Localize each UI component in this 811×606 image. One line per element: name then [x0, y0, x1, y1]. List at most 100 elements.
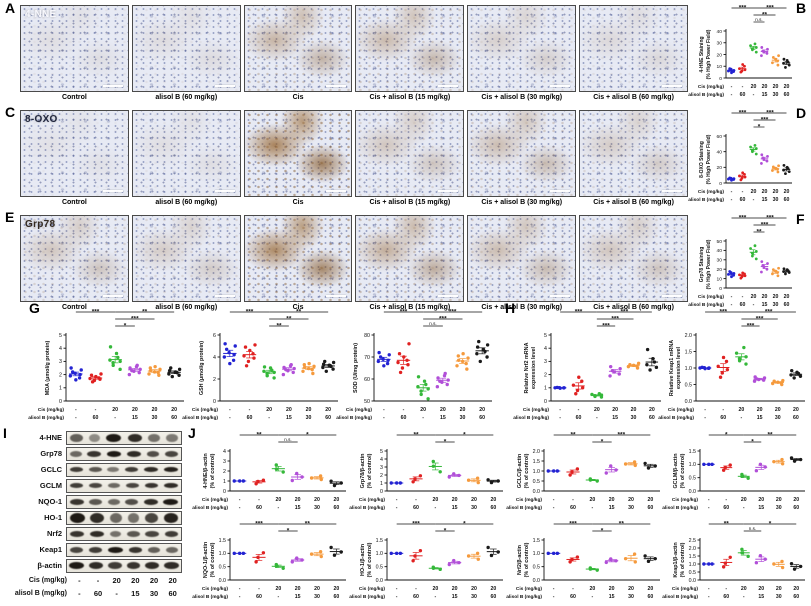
staining-overlay [244, 6, 352, 91]
dose-value: - [78, 575, 81, 585]
blot-band [107, 483, 120, 488]
svg-text:60: 60 [717, 134, 723, 140]
svg-text:expression level: expression level [531, 347, 537, 389]
svg-text:60: 60 [740, 197, 746, 203]
svg-text:30: 30 [773, 92, 779, 98]
svg-text:**: ** [413, 432, 419, 439]
histology-image-cell: Cis + alisol B (60 mg/kg) [579, 5, 688, 105]
svg-text:-: - [239, 497, 241, 503]
svg-text:*: * [751, 439, 754, 446]
column-caption: Control [61, 304, 87, 311]
svg-text:30: 30 [314, 594, 320, 600]
svg-text:-: - [383, 407, 385, 413]
svg-text:15: 15 [758, 594, 764, 600]
svg-text:20: 20 [741, 497, 747, 503]
tissue-micrograph [467, 5, 577, 92]
svg-text:***: *** [766, 215, 774, 222]
svg-text:20: 20 [152, 407, 158, 413]
scatter-plot-8oxo-staining: 0 20 40 60 8-OXO Staining (% High Power Field… [688, 107, 796, 208]
blot-band [163, 467, 179, 472]
scale-bar [214, 295, 235, 297]
tissue-micrograph [355, 110, 465, 197]
staining-overlay [132, 111, 240, 196]
scatter-plot-grp78-staining: 0 10 20 30 40 50 Grp78 Staining (% High Power F… [688, 212, 796, 313]
blot-band [106, 450, 122, 457]
svg-text:0: 0 [59, 399, 62, 405]
scatter-plot-keap1-mrna: 0.0 0.5 1.0 1.5 2.0 Relative Keap1 mRNA expres… [658, 306, 809, 426]
svg-text:5: 5 [59, 333, 62, 339]
svg-text:-: - [559, 407, 561, 413]
western-row: HO-1 [12, 510, 182, 525]
svg-text:-: - [553, 497, 555, 503]
svg-text:-: - [722, 407, 724, 413]
histology-image-cell: Cis + alisol B (15 mg/kg) [355, 5, 465, 105]
svg-text:***: *** [756, 316, 764, 323]
svg-text:0.5: 0.5 [533, 564, 540, 570]
svg-text:60: 60 [793, 415, 799, 421]
svg-text:20: 20 [594, 407, 600, 413]
dose-value: - [78, 588, 81, 598]
svg-text:***: *** [761, 117, 769, 124]
svg-text:20: 20 [589, 586, 595, 592]
staining-overlay [580, 111, 687, 196]
svg-text:20: 20 [490, 497, 496, 503]
scale-bar [550, 190, 571, 192]
svg-text:30: 30 [775, 415, 781, 421]
svg-text:***: *** [765, 309, 773, 316]
svg-text:4: 4 [223, 449, 226, 455]
svg-text:***: *** [747, 323, 755, 330]
tissue-micrograph [131, 5, 241, 92]
svg-text:15: 15 [286, 415, 292, 421]
svg-text:30: 30 [152, 415, 158, 421]
svg-text:GCLM/β-actin: GCLM/β-actin [673, 453, 679, 488]
svg-text:30: 30 [776, 505, 782, 511]
plot-svg-J3: 0.0 0.5 1.0 1.5 2.0 GCLC/β-actin (% of control… [506, 432, 660, 511]
dose-row: alisol B (mg/kg) - 60 - 15 30 60 [12, 587, 182, 599]
svg-text:-: - [704, 415, 706, 421]
svg-text:1: 1 [223, 479, 226, 485]
dose-row-label: Cis (mg/kg) [28, 576, 67, 584]
svg-text:(% of control): (% of control) [680, 453, 686, 488]
svg-text:20: 20 [452, 586, 458, 592]
svg-text:60: 60 [647, 594, 653, 600]
svg-text:40: 40 [717, 149, 723, 155]
scale-bar [102, 85, 123, 87]
blot-band [126, 450, 141, 457]
svg-text:-: - [229, 415, 231, 421]
blot-band [89, 562, 104, 569]
scatter-plot-gclc-protein: 0.0 0.5 1.0 1.5 2.0 GCLC/β-actin (% of control… [506, 429, 664, 516]
svg-text:20: 20 [112, 407, 118, 413]
svg-text:Cis (mg/kg): Cis (mg/kg) [516, 497, 543, 503]
panel-letter-d: D [796, 105, 807, 121]
svg-text:20: 20 [333, 586, 339, 592]
blot-band [144, 483, 159, 488]
svg-text:20: 20 [741, 586, 747, 592]
tissue-micrograph [243, 215, 353, 302]
western-blot-strip [66, 494, 182, 509]
svg-text:20: 20 [589, 497, 595, 503]
plot-svg-B: 0 10 20 30 40 4-HNE Staining (% High Power Fie… [688, 5, 792, 98]
histology-image-cell: 4-NNE Control [20, 5, 129, 105]
blot-band [69, 512, 85, 523]
svg-text:60: 60 [649, 415, 655, 421]
column-caption: Cis [292, 304, 304, 311]
svg-text:GSH (μmol/g protein): GSH (μmol/g protein) [199, 341, 205, 395]
svg-text:20: 20 [266, 407, 272, 413]
svg-text:20: 20 [452, 497, 458, 503]
svg-text:Cis (mg/kg): Cis (mg/kg) [516, 586, 543, 592]
staining-overlay [244, 216, 352, 301]
svg-text:***: *** [766, 110, 774, 117]
svg-text:20: 20 [793, 586, 799, 592]
svg-text:-: - [415, 497, 417, 503]
svg-text:-: - [596, 415, 598, 421]
svg-text:50: 50 [364, 399, 370, 405]
panel-letter-i: I [3, 425, 7, 441]
western-blot-strip [66, 558, 182, 573]
svg-text:-: - [403, 407, 405, 413]
svg-text:-: - [95, 407, 97, 413]
svg-text:-: - [743, 505, 745, 511]
svg-text:2: 2 [59, 372, 62, 378]
svg-text:*: * [306, 432, 309, 439]
svg-text:GCLC/β-actin: GCLC/β-actin [517, 454, 523, 488]
